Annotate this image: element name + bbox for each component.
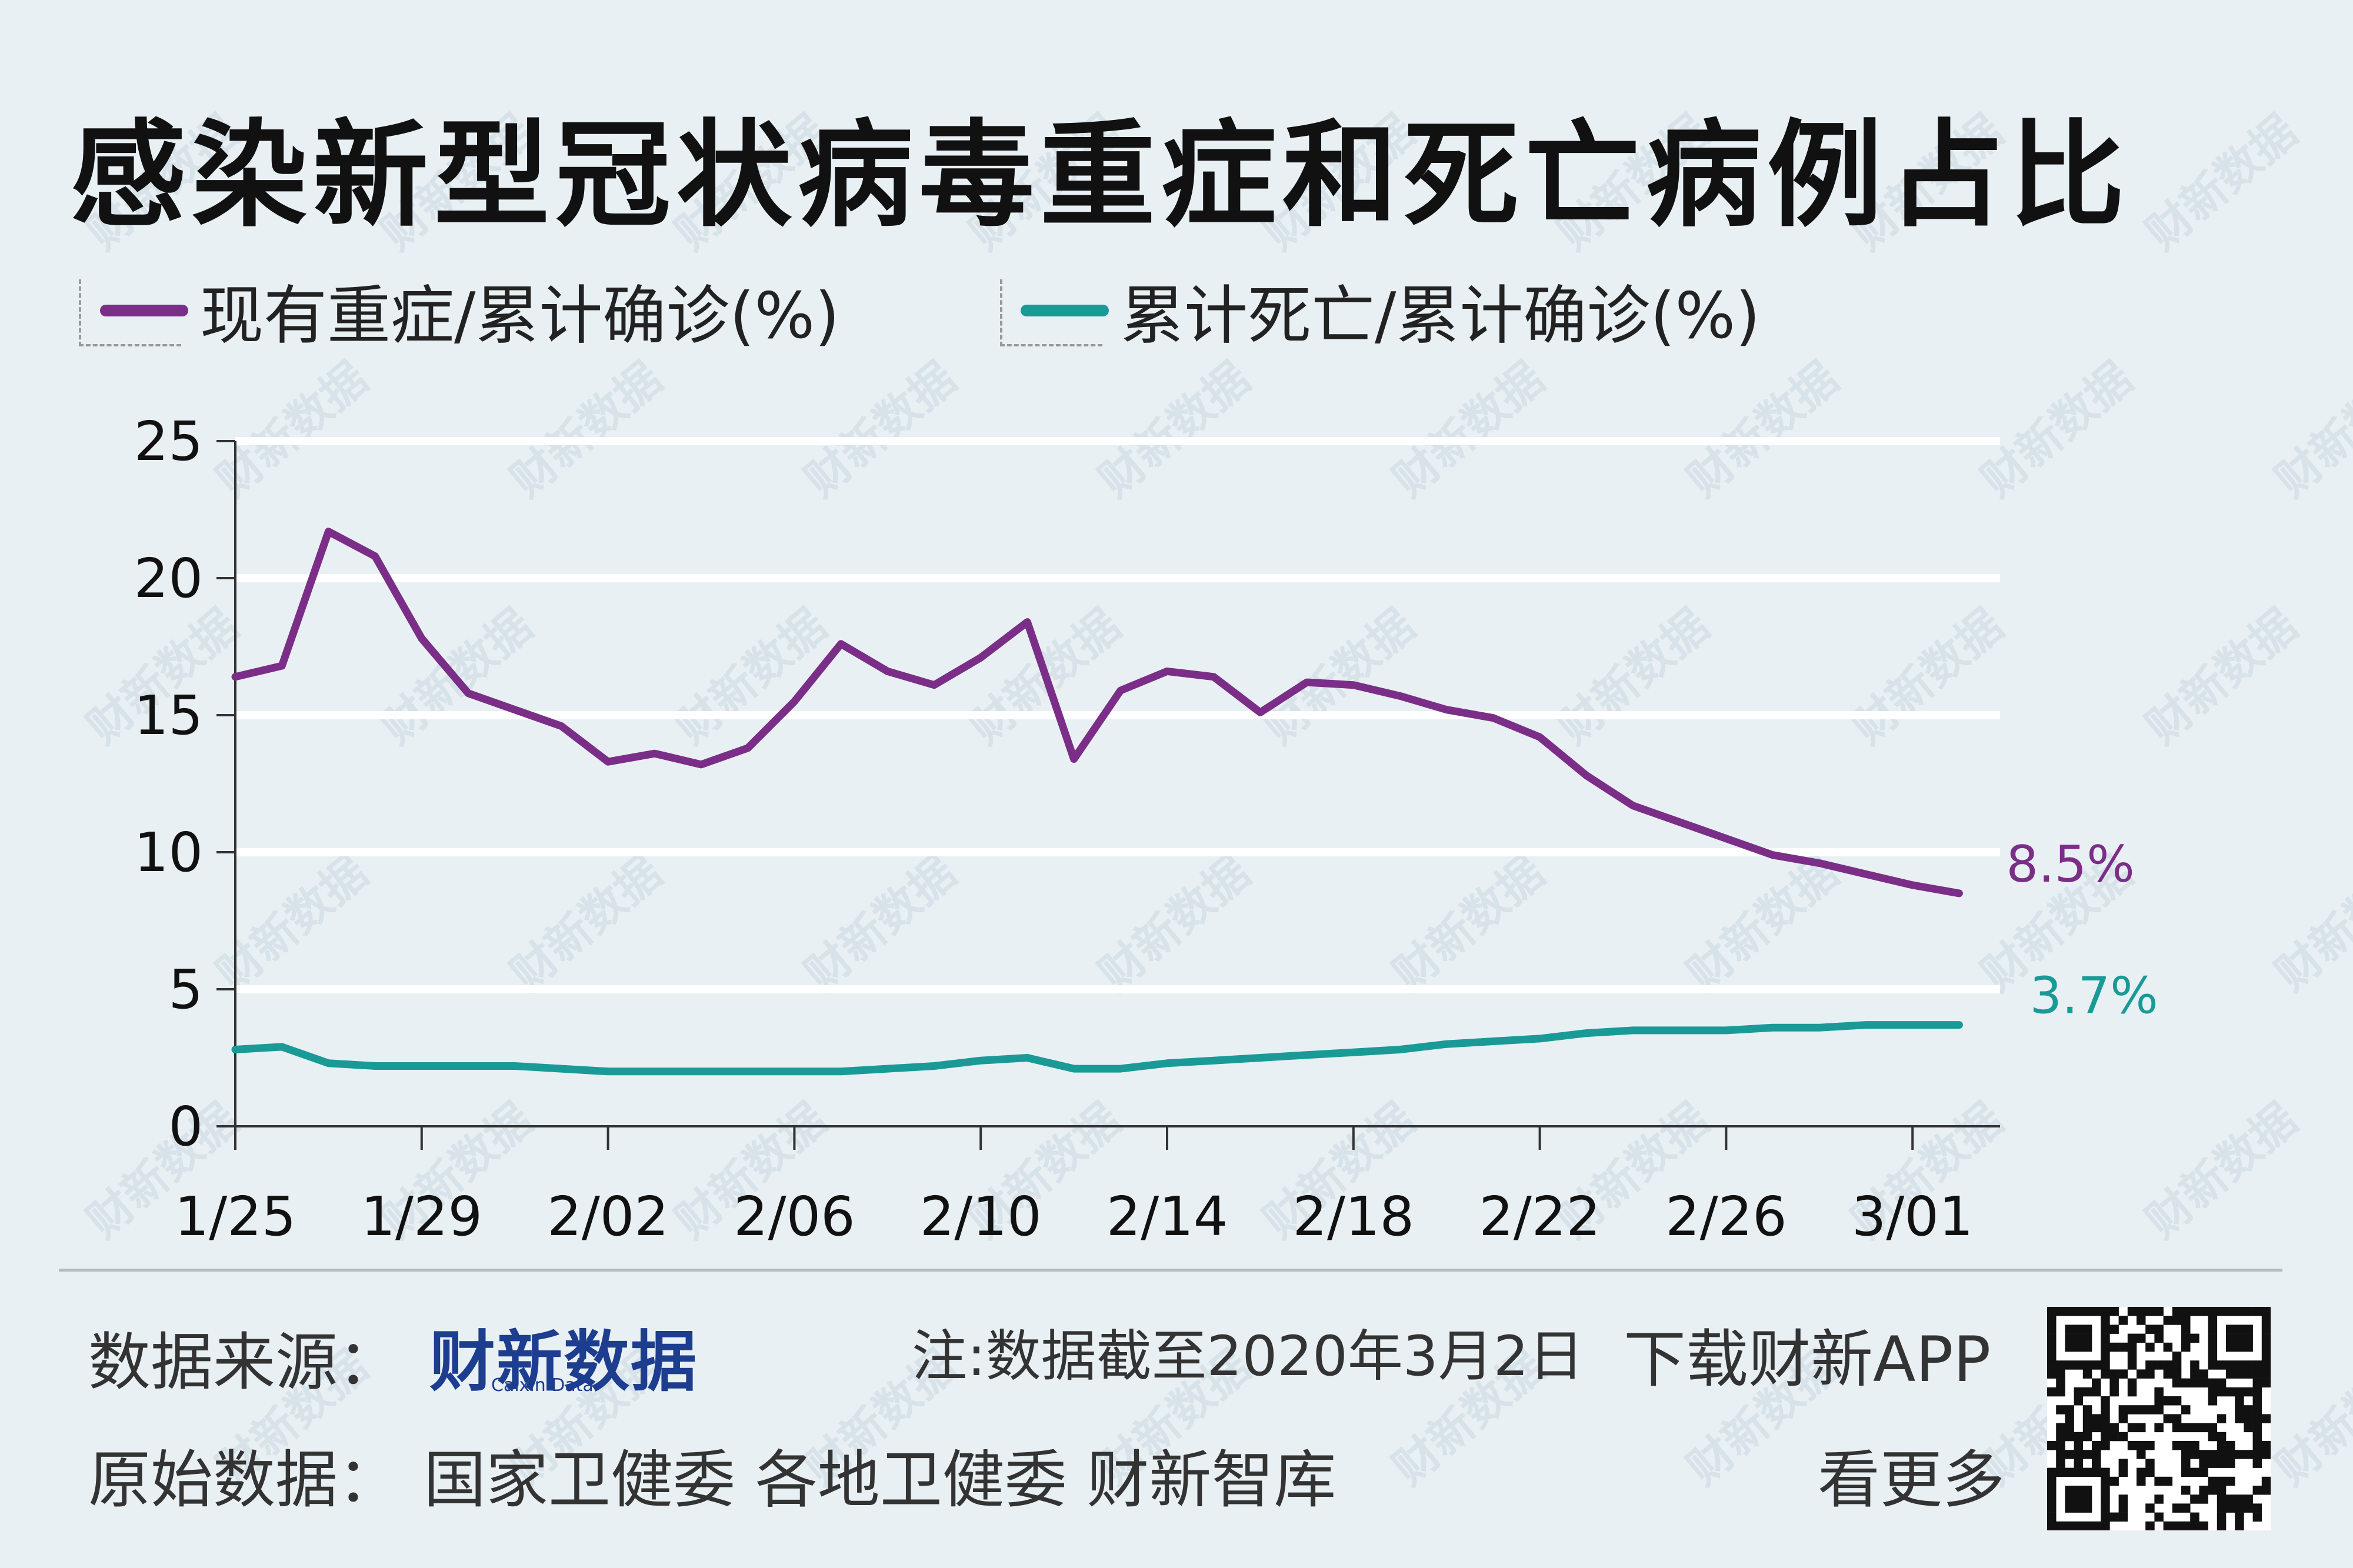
- raw-data-sources: 国家卫健委 各地卫健委 财新智库: [424, 1444, 1337, 1516]
- x-tick-label: 2/10: [920, 1185, 1042, 1248]
- x-tick-label: 2/26: [1665, 1185, 1787, 1248]
- legend-item-death: 累计死亡/累计确诊(%): [1021, 275, 1760, 353]
- x-tick-label: 2/02: [547, 1185, 669, 1248]
- legend-label-severe: 现有重症/累计确诊(%): [200, 279, 840, 353]
- legend-frame-death: [1000, 279, 1102, 346]
- x-tick-label: 3/01: [1852, 1185, 1974, 1248]
- see-more-text[interactable]: 看更多: [1818, 1444, 2005, 1516]
- y-tick-label: 10: [134, 821, 203, 884]
- x-tick-label: 2/22: [1479, 1185, 1601, 1248]
- series-line-death: [231, 1021, 1963, 1076]
- data-note: 注:数据截至2020年3月2日: [912, 1325, 1584, 1389]
- legend-label-death: 累计死亡/累计确诊(%): [1121, 279, 1761, 353]
- y-tick-label: 0: [168, 1095, 203, 1158]
- legend-item-severe: 现有重症/累计确诊(%): [100, 275, 839, 353]
- y-tick-label: 20: [134, 547, 203, 610]
- end-label-severe: 8.5%: [2006, 835, 2135, 894]
- chart-title: 感染新型冠状病毒重症和死亡病例占比: [71, 109, 2131, 243]
- caixin-data-logo: 财新数据: [429, 1324, 698, 1400]
- raw-data-label: 原始数据：: [88, 1444, 400, 1516]
- caixin-data-logo-sub: Caixin Data: [491, 1375, 594, 1396]
- end-label-death: 3.7%: [2029, 967, 2158, 1026]
- y-tick-label: 25: [134, 410, 203, 473]
- x-tick-label: 2/14: [1106, 1185, 1228, 1248]
- watermark-text: 财新数据: [2265, 1340, 2353, 1495]
- footer-divider: [59, 1269, 2282, 1272]
- x-tick-label: 1/29: [361, 1185, 482, 1248]
- legend-swatch-severe: [100, 305, 188, 316]
- x-tick-label: 2/06: [734, 1185, 855, 1248]
- legend-frame-severe: [79, 279, 181, 346]
- qr-code-icon[interactable]: [2047, 1307, 2271, 1530]
- y-tick-label: 5: [168, 958, 203, 1021]
- x-tick-label: 1/25: [175, 1185, 296, 1248]
- source-label: 数据来源：: [88, 1326, 400, 1399]
- legend-swatch-death: [1021, 305, 1109, 316]
- line-chart: 0 5 10 15 20 25 1/25 1/29 2/02 2/06 2/10 2/14 2/18 2/…: [134, 410, 2158, 1248]
- x-tick-label: 2/18: [1292, 1185, 1414, 1248]
- y-tick-label: 15: [134, 684, 203, 747]
- download-app-text[interactable]: 下载财新APP: [1624, 1323, 1991, 1396]
- series-line-severe: [231, 528, 1963, 898]
